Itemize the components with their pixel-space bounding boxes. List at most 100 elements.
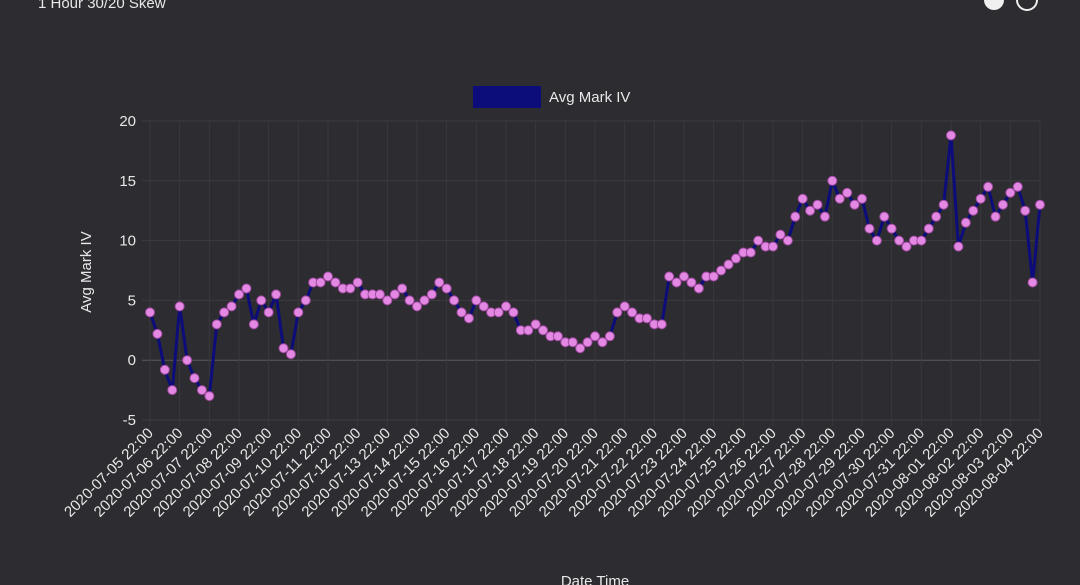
data-point — [412, 301, 422, 312]
data-point — [797, 193, 808, 204]
data-point — [530, 319, 541, 330]
data-point — [827, 175, 838, 186]
data-point — [419, 295, 430, 306]
data-point — [990, 211, 1001, 222]
x-axis-label: Date Time — [561, 573, 629, 585]
data-point — [953, 241, 964, 252]
data-point — [404, 295, 415, 306]
y-tick-label: 5 — [128, 292, 136, 309]
data-point — [285, 349, 296, 360]
data-point — [174, 301, 185, 312]
data-point — [441, 283, 452, 294]
data-point — [679, 271, 689, 282]
y-tick-label: 0 — [128, 352, 136, 369]
data-point — [478, 301, 489, 312]
data-point — [612, 307, 623, 318]
data-point — [582, 337, 593, 348]
data-point — [857, 193, 867, 204]
data-point — [664, 271, 675, 282]
data-point — [716, 265, 727, 276]
data-point — [879, 211, 890, 222]
data-point — [159, 364, 170, 375]
data-point — [382, 295, 393, 306]
data-point — [768, 241, 778, 252]
data-point — [167, 385, 178, 396]
data-point — [278, 343, 289, 354]
data-point — [1005, 187, 1016, 198]
data-point — [552, 331, 563, 342]
data-point — [1020, 205, 1031, 216]
data-point — [300, 295, 311, 306]
data-point — [597, 337, 608, 348]
data-point — [960, 217, 971, 228]
data-point — [723, 259, 734, 270]
data-point — [708, 271, 719, 282]
data-point — [983, 181, 994, 192]
info-icon[interactable] — [984, 0, 1004, 10]
y-tick-label: 10 — [119, 233, 136, 250]
data-point — [323, 271, 333, 282]
data-point — [374, 289, 385, 300]
data-point — [256, 295, 267, 306]
data-point — [1012, 181, 1023, 192]
help-icon[interactable] — [1016, 0, 1038, 11]
data-point — [463, 313, 474, 324]
info-icons[interactable] — [984, 0, 1038, 11]
data-point — [627, 307, 638, 318]
data-point — [590, 331, 600, 342]
data-point — [196, 385, 207, 396]
data-point — [234, 289, 244, 300]
data-point — [330, 277, 341, 288]
data-point — [293, 307, 304, 318]
data-point — [397, 283, 408, 294]
data-point — [241, 283, 252, 294]
y-tick-label: 20 — [119, 113, 136, 130]
data-point — [389, 289, 400, 300]
data-point — [575, 343, 586, 354]
data-point — [226, 301, 237, 312]
data-point — [426, 289, 437, 300]
data-point — [886, 223, 897, 234]
data-point — [975, 193, 986, 204]
data-point — [931, 211, 942, 222]
data-point — [819, 211, 830, 222]
data-point — [782, 235, 793, 246]
y-tick-label: 15 — [119, 173, 136, 190]
data-point — [871, 235, 882, 246]
data-point — [189, 373, 200, 384]
data-point — [923, 223, 934, 234]
data-point — [946, 130, 956, 141]
data-point — [449, 295, 460, 306]
data-point — [805, 205, 816, 216]
data-point — [1035, 199, 1045, 210]
data-point — [686, 277, 697, 288]
data-point — [671, 277, 682, 288]
data-point — [508, 307, 519, 318]
data-point — [263, 307, 274, 318]
legend-label[interactable]: Avg Mark IV — [549, 89, 630, 106]
data-point — [745, 247, 756, 258]
data-point — [968, 205, 979, 216]
data-point — [641, 313, 652, 324]
data-point — [352, 277, 363, 288]
data-point — [271, 289, 282, 300]
data-point — [248, 319, 259, 330]
data-point — [997, 199, 1008, 210]
legend-swatch[interactable] — [473, 86, 541, 108]
data-point — [730, 253, 741, 264]
data-point — [693, 283, 704, 294]
data-point — [523, 325, 534, 336]
data-point — [501, 301, 511, 312]
data-point — [901, 241, 912, 252]
data-point — [219, 307, 230, 318]
data-point — [345, 283, 356, 294]
data-point — [1027, 277, 1038, 288]
data-point — [538, 325, 549, 336]
data-point — [849, 199, 860, 210]
data-point — [456, 307, 467, 318]
data-point — [619, 301, 630, 312]
y-tick-label: -5 — [123, 412, 136, 429]
y-axis-label: Avg Mark IV — [78, 231, 95, 312]
data-point — [656, 319, 667, 330]
